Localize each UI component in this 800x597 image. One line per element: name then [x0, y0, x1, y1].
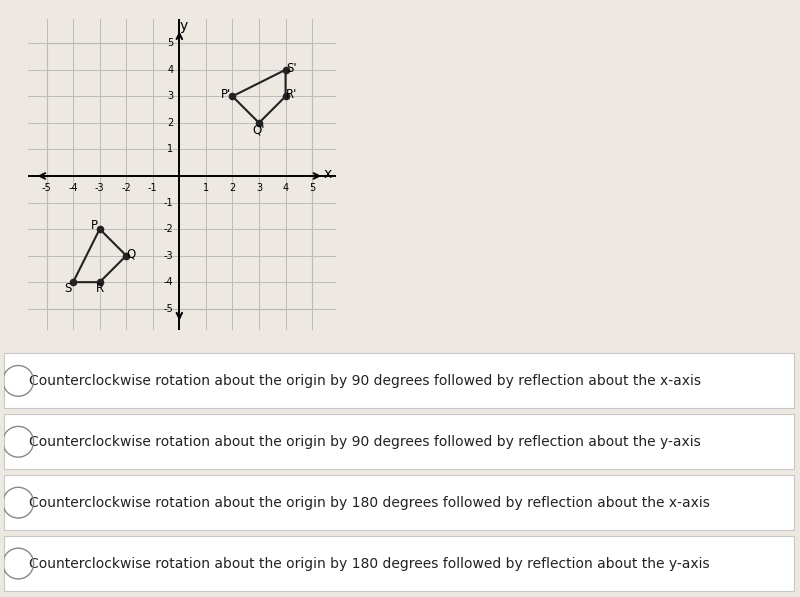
- Text: -1: -1: [148, 183, 158, 193]
- Text: 4: 4: [167, 64, 174, 75]
- Text: -1: -1: [164, 198, 174, 208]
- Text: 2: 2: [167, 118, 174, 128]
- Text: Counterclockwise rotation about the origin by 180 degrees followed by reflection: Counterclockwise rotation about the orig…: [30, 496, 710, 510]
- Text: -5: -5: [164, 304, 174, 313]
- Text: 2: 2: [230, 183, 235, 193]
- Text: -2: -2: [122, 183, 131, 193]
- Text: -3: -3: [95, 183, 105, 193]
- Text: 3: 3: [167, 91, 174, 101]
- Text: x: x: [324, 167, 332, 181]
- Text: 3: 3: [256, 183, 262, 193]
- Text: 4: 4: [282, 183, 289, 193]
- Text: -2: -2: [164, 224, 174, 234]
- Text: S': S': [286, 62, 297, 75]
- Text: -5: -5: [42, 183, 51, 193]
- Text: R': R': [286, 88, 297, 101]
- Text: y: y: [179, 19, 187, 33]
- Text: P': P': [221, 88, 231, 101]
- Text: 1: 1: [167, 144, 174, 155]
- Text: -4: -4: [68, 183, 78, 193]
- Text: 5: 5: [167, 38, 174, 48]
- Text: P: P: [91, 219, 98, 232]
- Text: Counterclockwise rotation about the origin by 90 degrees followed by reflection : Counterclockwise rotation about the orig…: [30, 374, 702, 388]
- Text: Counterclockwise rotation about the origin by 180 degrees followed by reflection: Counterclockwise rotation about the orig…: [30, 556, 710, 571]
- Text: Q': Q': [253, 124, 266, 137]
- Text: Q: Q: [126, 248, 136, 261]
- Text: R: R: [96, 282, 104, 296]
- Text: -4: -4: [164, 277, 174, 287]
- Text: Counterclockwise rotation about the origin by 90 degrees followed by reflection : Counterclockwise rotation about the orig…: [30, 435, 701, 449]
- Text: 1: 1: [203, 183, 209, 193]
- Text: 5: 5: [309, 183, 315, 193]
- Text: -3: -3: [164, 251, 174, 261]
- Bar: [46, 43, 312, 309]
- Text: S: S: [64, 282, 71, 296]
